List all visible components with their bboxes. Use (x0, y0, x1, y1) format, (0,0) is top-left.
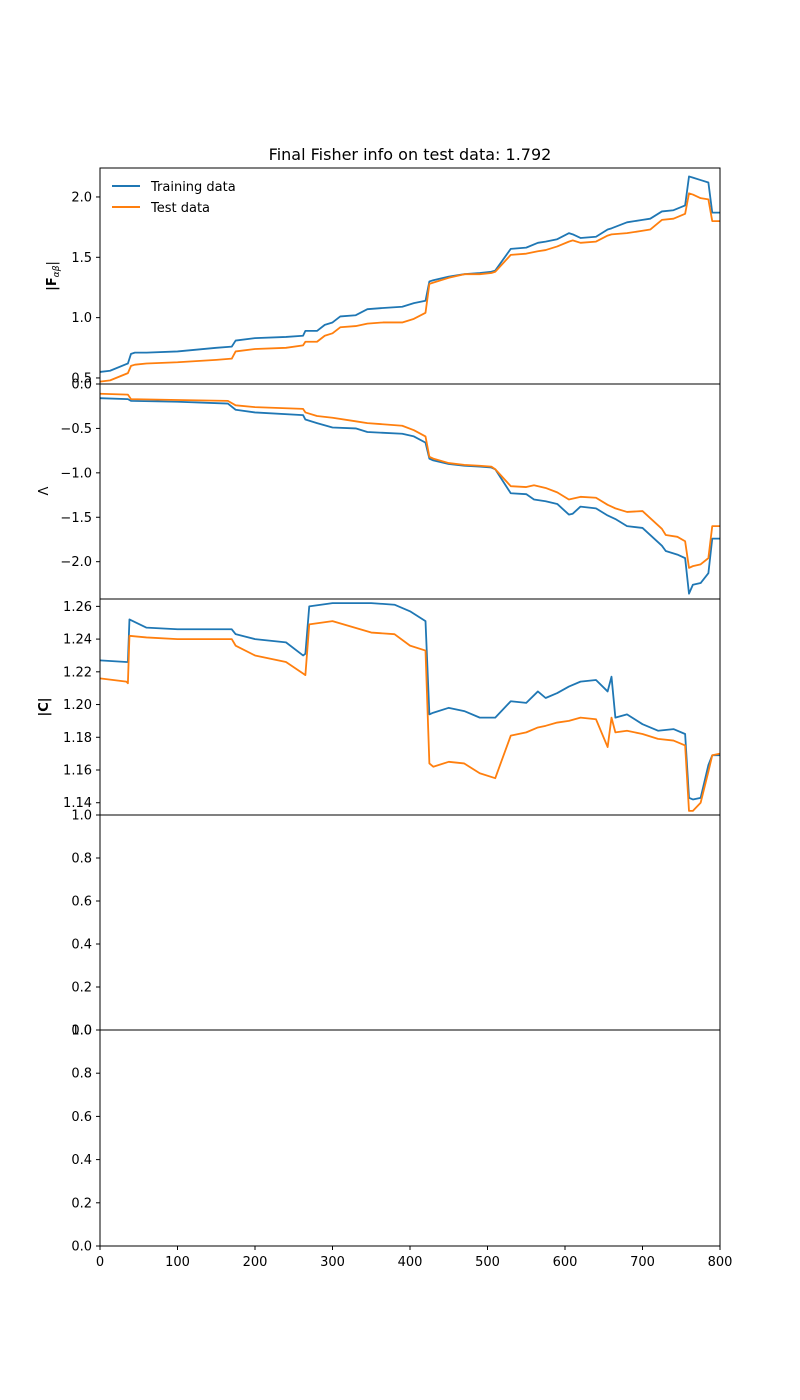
legend: Training data Test data (112, 180, 236, 216)
ytick-label-empty-4-4: 0.8 (71, 852, 92, 867)
ytick-label-fisher-info-0: 0.5 (71, 371, 92, 386)
ytick-label-lambda-2: −1.0 (60, 466, 92, 481)
ylabel-fisher-sub: αβ (52, 265, 62, 277)
ytick-label-lambda-4: −2.0 (60, 555, 92, 570)
ylabel-fisher-info: |Fαβ| (45, 261, 62, 291)
ytick-label-empty-4-1: 0.2 (71, 981, 92, 996)
series-line-lambda-test (99, 392, 720, 569)
panel-empty-5: 0.0 0.2 0.4 0.6 0.8 1.0 0 100 200 300 400 500 600 700… (71, 1024, 732, 1271)
series-line-covariance-training (99, 602, 720, 801)
ylabel-fisher-main: |F (45, 277, 60, 291)
ytick-label-covariance-5: 1.24 (63, 633, 92, 648)
ytick-label-empty-4-0: 0.0 (71, 1024, 92, 1039)
ytick-label-covariance-4: 1.22 (63, 665, 92, 680)
panel-covariance: |C| 1.14 1.16 1.18 1.20 1.22 1.24 1.26 (37, 598, 721, 816)
xtick-label-1: 100 (165, 1255, 190, 1270)
ytick-label-empty-5-5: 1.0 (71, 1024, 92, 1039)
ytick-label-empty-4-3: 0.6 (71, 895, 92, 910)
xtick-label-2: 200 (243, 1255, 268, 1270)
ytick-label-fisher-info-1: 1.0 (71, 311, 92, 326)
ytick-label-empty-5-0: 0.0 (71, 1240, 92, 1255)
axes-frame-empty-5 (99, 1029, 721, 1247)
xtick-label-0: 0 (96, 1255, 104, 1270)
axes-frame-empty-4 (99, 814, 721, 1031)
ytick-label-covariance-2: 1.18 (63, 731, 92, 746)
ytick-label-covariance-0: 1.14 (63, 796, 92, 811)
xtick-label-8: 800 (708, 1255, 733, 1270)
ytick-label-fisher-info-3: 2.0 (71, 190, 92, 205)
ytick-label-covariance-3: 1.20 (63, 698, 92, 713)
ytick-label-empty-5-4: 0.8 (71, 1067, 92, 1082)
series-line-fisher-info-test (99, 192, 720, 383)
ytick-label-empty-5-1: 0.2 (71, 1196, 92, 1211)
axes-frame-lambda (99, 383, 721, 600)
xtick-label-7: 700 (630, 1255, 655, 1270)
ytick-label-empty-5-2: 0.4 (71, 1153, 92, 1168)
series-line-lambda-training (99, 397, 720, 595)
ytick-label-covariance-6: 1.26 (63, 600, 92, 615)
ytick-label-empty-4-2: 0.4 (71, 938, 92, 953)
ytick-label-lambda-0: 0.0 (71, 378, 92, 393)
ytick-label-empty-5-3: 0.6 (71, 1110, 92, 1125)
panel-fisher-info: |Fαβ| 0.5 1.0 1.5 2.0 (45, 167, 721, 386)
panel-empty-4: 0.0 0.2 0.4 0.6 0.8 1.0 (71, 809, 721, 1039)
ytick-label-covariance-1: 1.16 (63, 764, 92, 779)
ytick-label-fisher-info-2: 1.5 (71, 251, 92, 266)
series-line-covariance-test (99, 620, 721, 812)
xtick-label-4: 400 (398, 1255, 423, 1270)
figure-title: Final Fisher info on test data: 1.792 (269, 145, 552, 164)
xtick-label-6: 600 (553, 1255, 578, 1270)
axes-frame-covariance (99, 598, 721, 816)
legend-label-training: Training data (150, 180, 236, 195)
xtick-label-3: 300 (320, 1255, 345, 1270)
panel-lambda: Λ 0.0 −0.5 −1.0 −1.5 −2.0 (37, 378, 721, 600)
legend-label-test: Test data (150, 201, 210, 216)
ytick-label-lambda-3: −1.5 (60, 511, 92, 526)
ytick-label-lambda-1: −0.5 (60, 422, 92, 437)
ylabel-covariance: |C| (37, 697, 52, 716)
ylabel-fisher-close: | (45, 261, 60, 265)
ylabel-lambda: Λ (37, 486, 52, 495)
ytick-label-empty-4-5: 1.0 (71, 809, 92, 824)
xtick-label-5: 500 (475, 1255, 500, 1270)
